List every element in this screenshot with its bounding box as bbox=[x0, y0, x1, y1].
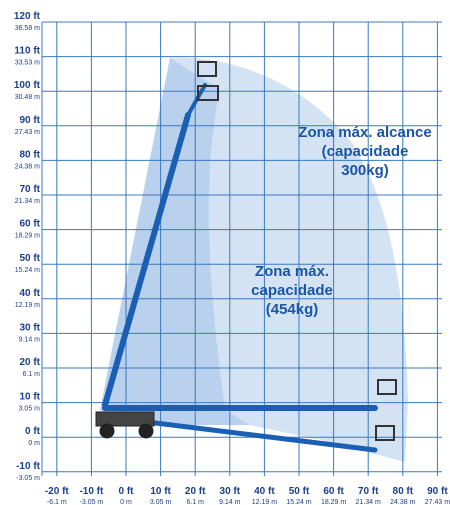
x-tick-m: 12.19 m bbox=[252, 499, 277, 505]
x-tick-ft: 80 ft bbox=[393, 486, 414, 497]
basket bbox=[197, 61, 217, 77]
wheel bbox=[99, 423, 115, 439]
y-tick-ft: 90 ft bbox=[19, 115, 40, 126]
boom-low bbox=[112, 415, 378, 453]
zone-label: 300kg) bbox=[341, 162, 389, 179]
x-tick-ft: 70 ft bbox=[358, 486, 379, 497]
boom bbox=[102, 112, 191, 408]
basket bbox=[375, 425, 395, 441]
y-tick-ft: 20 ft bbox=[19, 357, 40, 368]
y-tick-m: 12.19 m bbox=[15, 302, 40, 309]
basket bbox=[377, 379, 397, 395]
y-tick-m: 3.05 m bbox=[19, 406, 41, 413]
y-tick-ft: 80 ft bbox=[19, 149, 40, 160]
x-tick-ft: -10 ft bbox=[79, 486, 104, 497]
x-tick-ft: 10 ft bbox=[150, 486, 171, 497]
y-tick-ft: 40 ft bbox=[19, 288, 40, 299]
y-tick-m: 9.14 m bbox=[19, 336, 41, 343]
y-tick-m: 33.53 m bbox=[15, 60, 40, 67]
x-tick-ft: -20 ft bbox=[45, 486, 70, 497]
x-tick-m: 9.14 m bbox=[219, 499, 241, 505]
y-tick-m: -3.05 m bbox=[16, 475, 40, 482]
chassis bbox=[95, 411, 155, 427]
zone-label: capacidade bbox=[251, 282, 333, 299]
x-tick-ft: 60 ft bbox=[323, 486, 344, 497]
zone-label: Zona máx. alcance bbox=[298, 124, 431, 141]
y-tick-ft: 110 ft bbox=[14, 46, 40, 57]
y-tick-ft: 120 ft bbox=[14, 11, 41, 22]
x-tick-ft: 30 ft bbox=[220, 486, 241, 497]
x-tick-ft: 20 ft bbox=[185, 486, 206, 497]
y-tick-m: 15.24 m bbox=[15, 267, 40, 274]
y-tick-ft: 100 ft bbox=[14, 80, 41, 91]
y-tick-ft: -10 ft bbox=[16, 461, 41, 472]
zone-label: (capacidade bbox=[322, 143, 409, 160]
x-tick-ft: 90 ft bbox=[427, 486, 448, 497]
wheel bbox=[138, 423, 154, 439]
y-tick-ft: 50 ft bbox=[19, 253, 40, 264]
y-tick-ft: 70 ft bbox=[19, 184, 40, 195]
y-tick-m: 6.1 m bbox=[22, 371, 40, 378]
x-tick-m: 18.29 m bbox=[321, 499, 346, 505]
x-tick-m: 15.24 m bbox=[286, 499, 311, 505]
x-tick-m: 27.43 m bbox=[425, 499, 450, 505]
y-tick-m: 24.38 m bbox=[15, 163, 40, 170]
machine bbox=[95, 61, 397, 453]
y-tick-ft: 30 ft bbox=[19, 322, 40, 333]
y-tick-m: 21.34 m bbox=[15, 198, 40, 205]
y-tick-m: 36.58 m bbox=[15, 25, 40, 32]
x-tick-m: 6.1 m bbox=[186, 499, 204, 505]
zone-label: (454kg) bbox=[266, 301, 319, 318]
y-tick-m: 18.29 m bbox=[15, 233, 40, 240]
basket bbox=[197, 85, 219, 101]
x-tick-ft: 50 ft bbox=[289, 486, 310, 497]
y-tick-m: 0 m bbox=[28, 440, 40, 447]
zone-label: Zona máx. bbox=[255, 263, 329, 280]
x-tick-m: 24.38 m bbox=[390, 499, 415, 505]
x-tick-ft: 0 ft bbox=[119, 486, 135, 497]
y-tick-ft: 0 ft bbox=[25, 426, 41, 437]
x-tick-m: 3.05 m bbox=[150, 499, 172, 505]
jib bbox=[186, 83, 207, 117]
x-tick-m: -6.1 m bbox=[47, 499, 67, 505]
y-tick-m: 30.48 m bbox=[15, 94, 40, 101]
x-tick-m: -3.05 m bbox=[80, 499, 104, 505]
y-tick-ft: 60 ft bbox=[19, 219, 40, 230]
x-tick-m: 21.34 m bbox=[356, 499, 381, 505]
x-tick-m: 0 m bbox=[120, 499, 132, 505]
y-tick-ft: 10 ft bbox=[19, 392, 40, 403]
y-tick-m: 27.43 m bbox=[15, 129, 40, 136]
x-tick-ft: 40 ft bbox=[254, 486, 275, 497]
